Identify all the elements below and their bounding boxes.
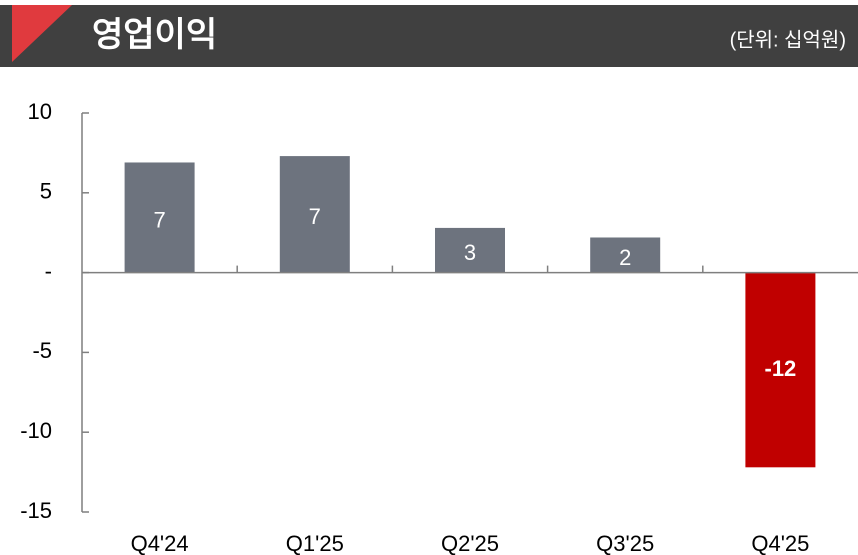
x-tick-label: Q4'25 <box>751 531 809 555</box>
y-tick-label: 5 <box>40 179 52 204</box>
x-tick-label: Q4'24 <box>131 531 189 555</box>
bar <box>124 162 195 273</box>
y-tick-label: -10 <box>20 418 52 443</box>
y-tick-label: - <box>45 258 52 283</box>
bar <box>590 237 661 273</box>
header-bar <box>0 5 858 67</box>
y-tick-label: 10 <box>28 99 52 124</box>
value-label: 7 <box>309 204 321 229</box>
bar <box>279 156 350 273</box>
y-tick-label: -5 <box>32 338 52 363</box>
chart-title: 영업이익 <box>92 16 217 54</box>
value-label: 2 <box>619 245 631 270</box>
unit-label: (단위: 십억원) <box>730 28 846 51</box>
bar <box>745 272 816 468</box>
x-tick-label: Q2'25 <box>441 531 499 555</box>
y-tick-label: -15 <box>20 498 52 523</box>
value-label: -12 <box>765 356 797 381</box>
header-accent <box>12 5 72 62</box>
x-tick-label: Q1'25 <box>286 531 344 555</box>
value-label: 3 <box>464 240 476 265</box>
x-tick-label: Q3'25 <box>596 531 654 555</box>
value-label: 7 <box>153 207 165 232</box>
bar <box>435 227 505 273</box>
